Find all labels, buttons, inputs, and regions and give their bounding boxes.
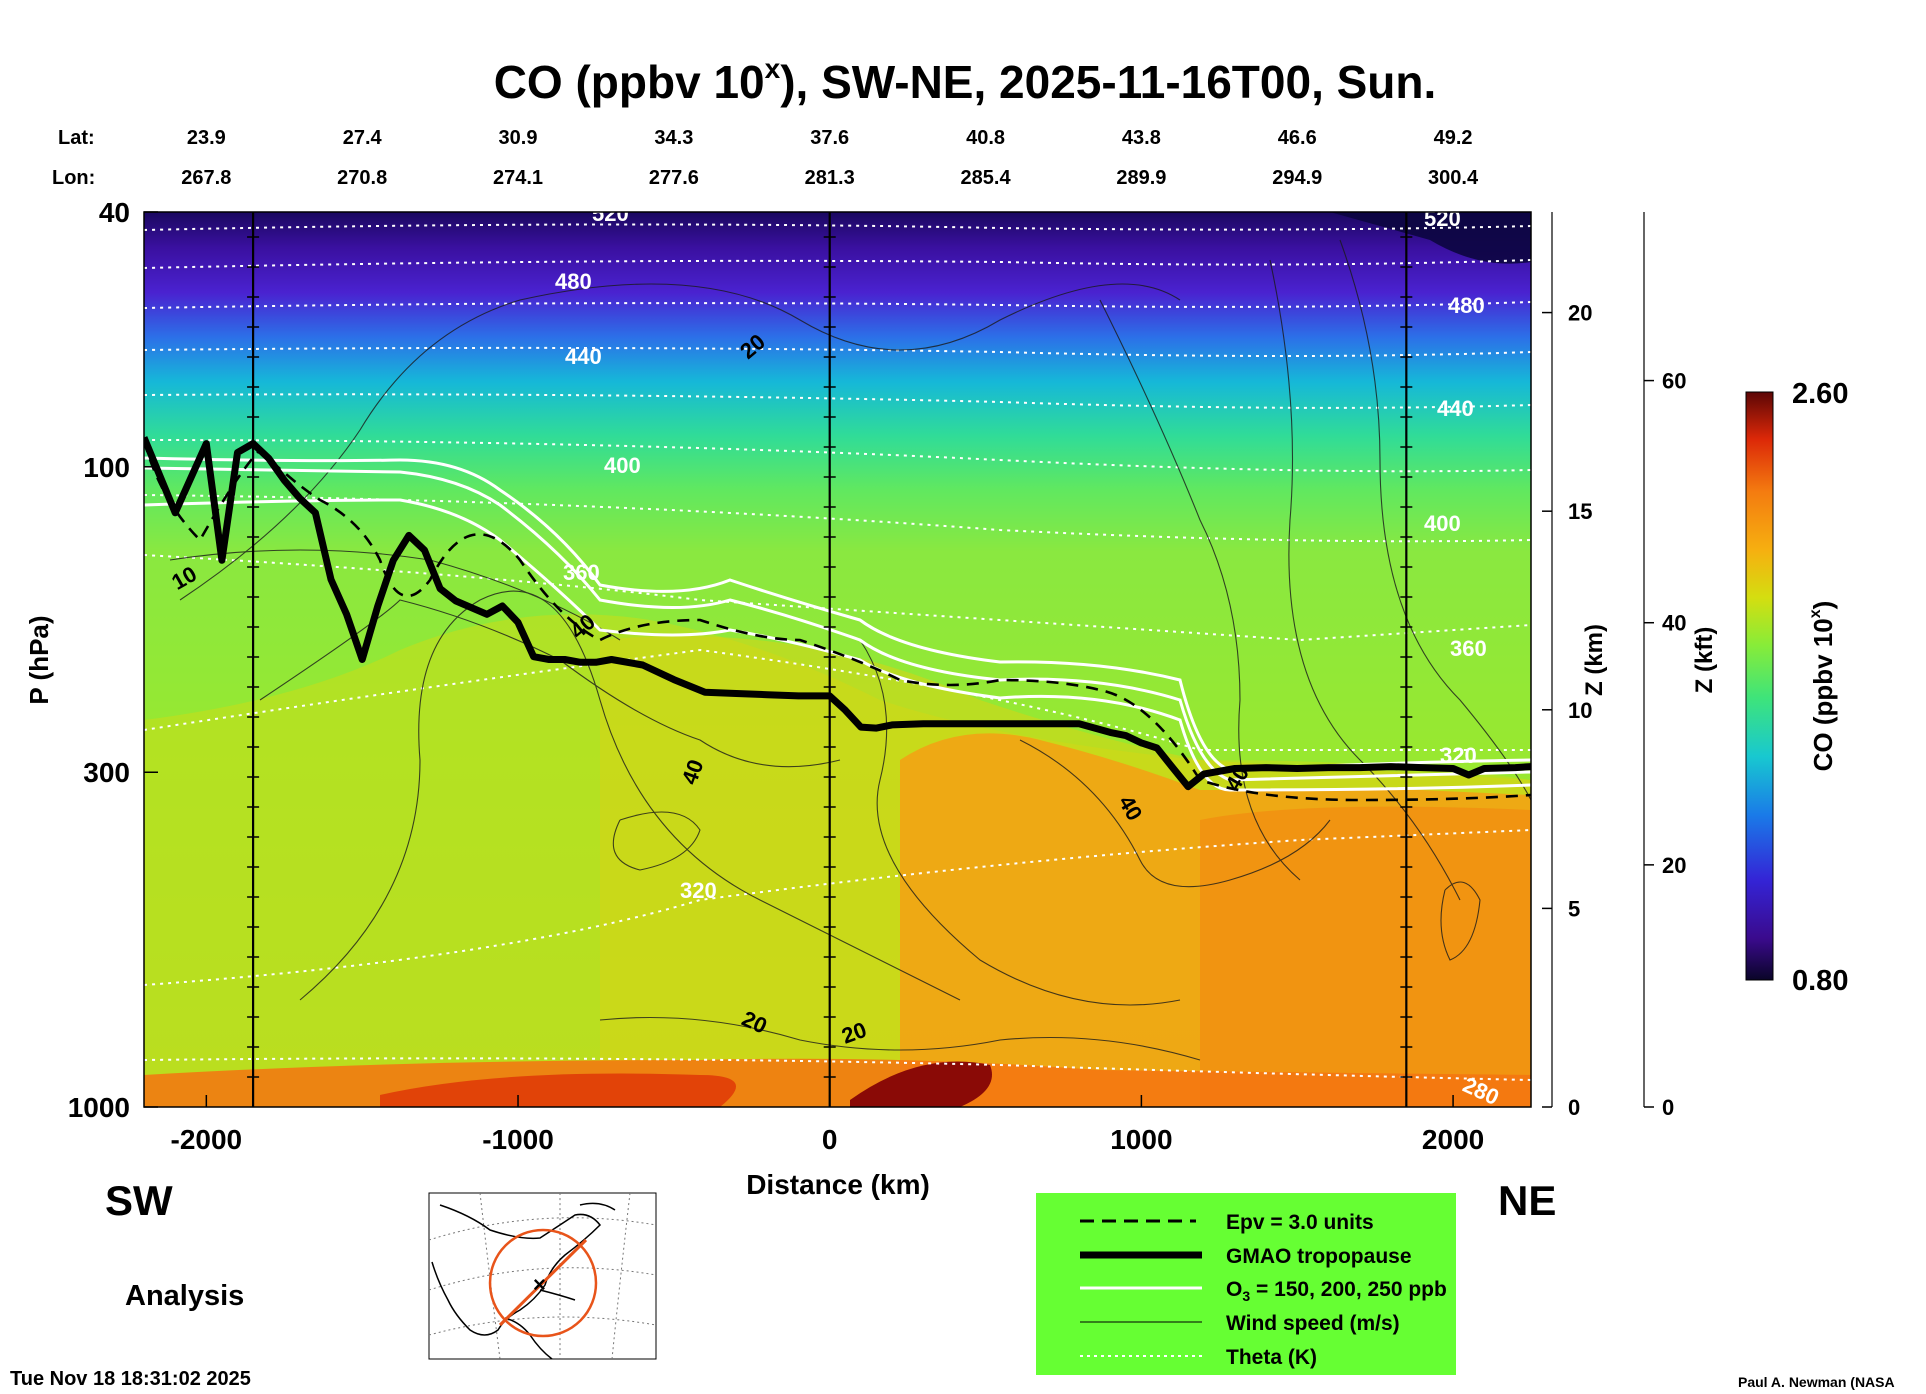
theta-label-520b: 520 <box>1424 206 1461 231</box>
z-kft-tick-label: 0 <box>1662 1095 1674 1120</box>
theta-contours <box>144 223 1531 1081</box>
plot-frame <box>143 211 1532 1108</box>
lon-label: 300.4 <box>1428 167 1479 189</box>
lat-lon-labels: 23.9 267.8 27.4 270.8 30.9 274.1 34.3 277.6 37.6… <box>181 127 1479 189</box>
legend-item-tropopause: GMAO tropopause <box>1226 1245 1412 1268</box>
pressure-tick-label: 100 <box>83 452 130 483</box>
theta-label-320b: 320 <box>1440 743 1477 768</box>
lat-label: 30.9 <box>499 127 538 149</box>
co-field <box>144 212 1531 1107</box>
pressure-tick-label: 1000 <box>68 1092 130 1123</box>
lat-label: 34.3 <box>654 127 693 149</box>
lon-row-label: Lon: <box>52 167 95 189</box>
inset-map-center-marker: × <box>533 1272 546 1297</box>
y-axis-label-z-km: Z (km) <box>1581 624 1608 696</box>
z-kft-tick-label: 60 <box>1662 369 1686 394</box>
station-lines <box>247 212 1413 1107</box>
theta-label-480b: 480 <box>1448 293 1485 318</box>
lat-label: 37.6 <box>810 127 849 149</box>
colorbar-max-label: 2.60 <box>1792 378 1848 410</box>
theta-label-520a: 520 <box>592 201 629 226</box>
x-tick-label: -1000 <box>482 1124 554 1155</box>
x-tick-label: 1000 <box>1110 1124 1172 1155</box>
legend-box <box>1036 1193 1456 1375</box>
inset-map: × <box>428 1192 657 1360</box>
x-tick-label: 2000 <box>1422 1124 1484 1155</box>
lat-label: 40.8 <box>966 127 1005 149</box>
pressure-tick-label: 300 <box>83 757 130 788</box>
y-axis-z-km: 0 5 10 15 20 <box>1542 212 1592 1120</box>
x-tick-label: -2000 <box>171 1124 243 1155</box>
z-km-tick-label: 10 <box>1568 698 1592 723</box>
legend-item-wind: Wind speed (m/s) <box>1226 1312 1400 1335</box>
lat-label: 46.6 <box>1278 127 1317 149</box>
z-km-tick-label: 15 <box>1568 499 1592 524</box>
timestamp: Tue Nov 18 18:31:02 2025 <box>10 1368 251 1390</box>
lat-row-label: Lat: <box>58 127 95 149</box>
theta-label-400b: 400 <box>1424 511 1461 536</box>
legend-item-epv: Epv = 3.0 units <box>1226 1211 1374 1234</box>
legend-item-ozone: O3 = 150, 200, 250 ppb <box>1226 1278 1447 1304</box>
y-axis-z-kft: 0 20 40 60 <box>1643 212 1686 1120</box>
lon-label: 274.1 <box>493 167 543 189</box>
lon-label: 270.8 <box>337 167 387 189</box>
theta-label-400a: 400 <box>604 453 641 478</box>
theta-label-480a: 480 <box>555 269 592 294</box>
lon-label: 281.3 <box>805 167 855 189</box>
legend-item-theta: Theta (K) <box>1226 1346 1317 1369</box>
analysis-label: Analysis <box>125 1280 244 1312</box>
colorbar <box>1745 391 1774 981</box>
theta-label-440b: 440 <box>1437 396 1474 421</box>
colorbar-label: CO (ppbv 10x) <box>1807 601 1838 772</box>
lat-label: 27.4 <box>343 127 383 149</box>
lon-label: 277.6 <box>649 167 699 189</box>
colorbar-min-label: 0.80 <box>1792 965 1848 997</box>
lon-label: 294.9 <box>1272 167 1322 189</box>
credit: Paul A. Newman (NASA <box>1738 1374 1895 1390</box>
theta-label-360a: 360 <box>563 560 600 585</box>
lon-label: 285.4 <box>961 167 1012 189</box>
x-axis-label: Distance (km) <box>746 1169 930 1200</box>
direction-ne: NE <box>1498 1177 1556 1224</box>
theta-label-440a: 440 <box>565 344 602 369</box>
chart-title: CO (ppbv 10x), SW-NE, 2025-11-16T00, Sun… <box>494 53 1437 108</box>
z-kft-tick-label: 20 <box>1662 853 1686 878</box>
x-tick-label: 0 <box>822 1124 838 1155</box>
lon-label: 289.9 <box>1116 167 1166 189</box>
z-km-tick-label: 5 <box>1568 896 1580 921</box>
lat-label: 23.9 <box>187 127 226 149</box>
lat-label: 49.2 <box>1434 127 1473 149</box>
z-kft-tick-label: 40 <box>1662 611 1686 636</box>
lon-label: 267.8 <box>181 167 231 189</box>
theta-label-360b: 360 <box>1450 636 1487 661</box>
pressure-tick-label: 40 <box>99 197 130 228</box>
z-km-tick-label: 0 <box>1568 1095 1580 1120</box>
x-axis: -2000 -1000 0 1000 2000 <box>171 1095 1484 1155</box>
y-axis-label-z-kft: Z (kft) <box>1691 627 1718 694</box>
epv-contour <box>144 439 1531 802</box>
tropopause-line <box>144 436 1531 791</box>
y-axis-label-pressure: P (hPa) <box>24 615 54 704</box>
z-km-tick-label: 20 <box>1568 301 1592 326</box>
theta-label-320a: 320 <box>680 878 717 903</box>
y-axis-pressure: 40 100 300 1000 <box>68 197 158 1123</box>
theta-contour-labels: 520 520 480 480 440 440 400 400 360 360 … <box>555 201 1503 1110</box>
direction-sw: SW <box>105 1177 173 1224</box>
legend: Epv = 3.0 units GMAO tropopause O3 = 150… <box>1036 1193 1456 1375</box>
lat-label: 43.8 <box>1122 127 1161 149</box>
